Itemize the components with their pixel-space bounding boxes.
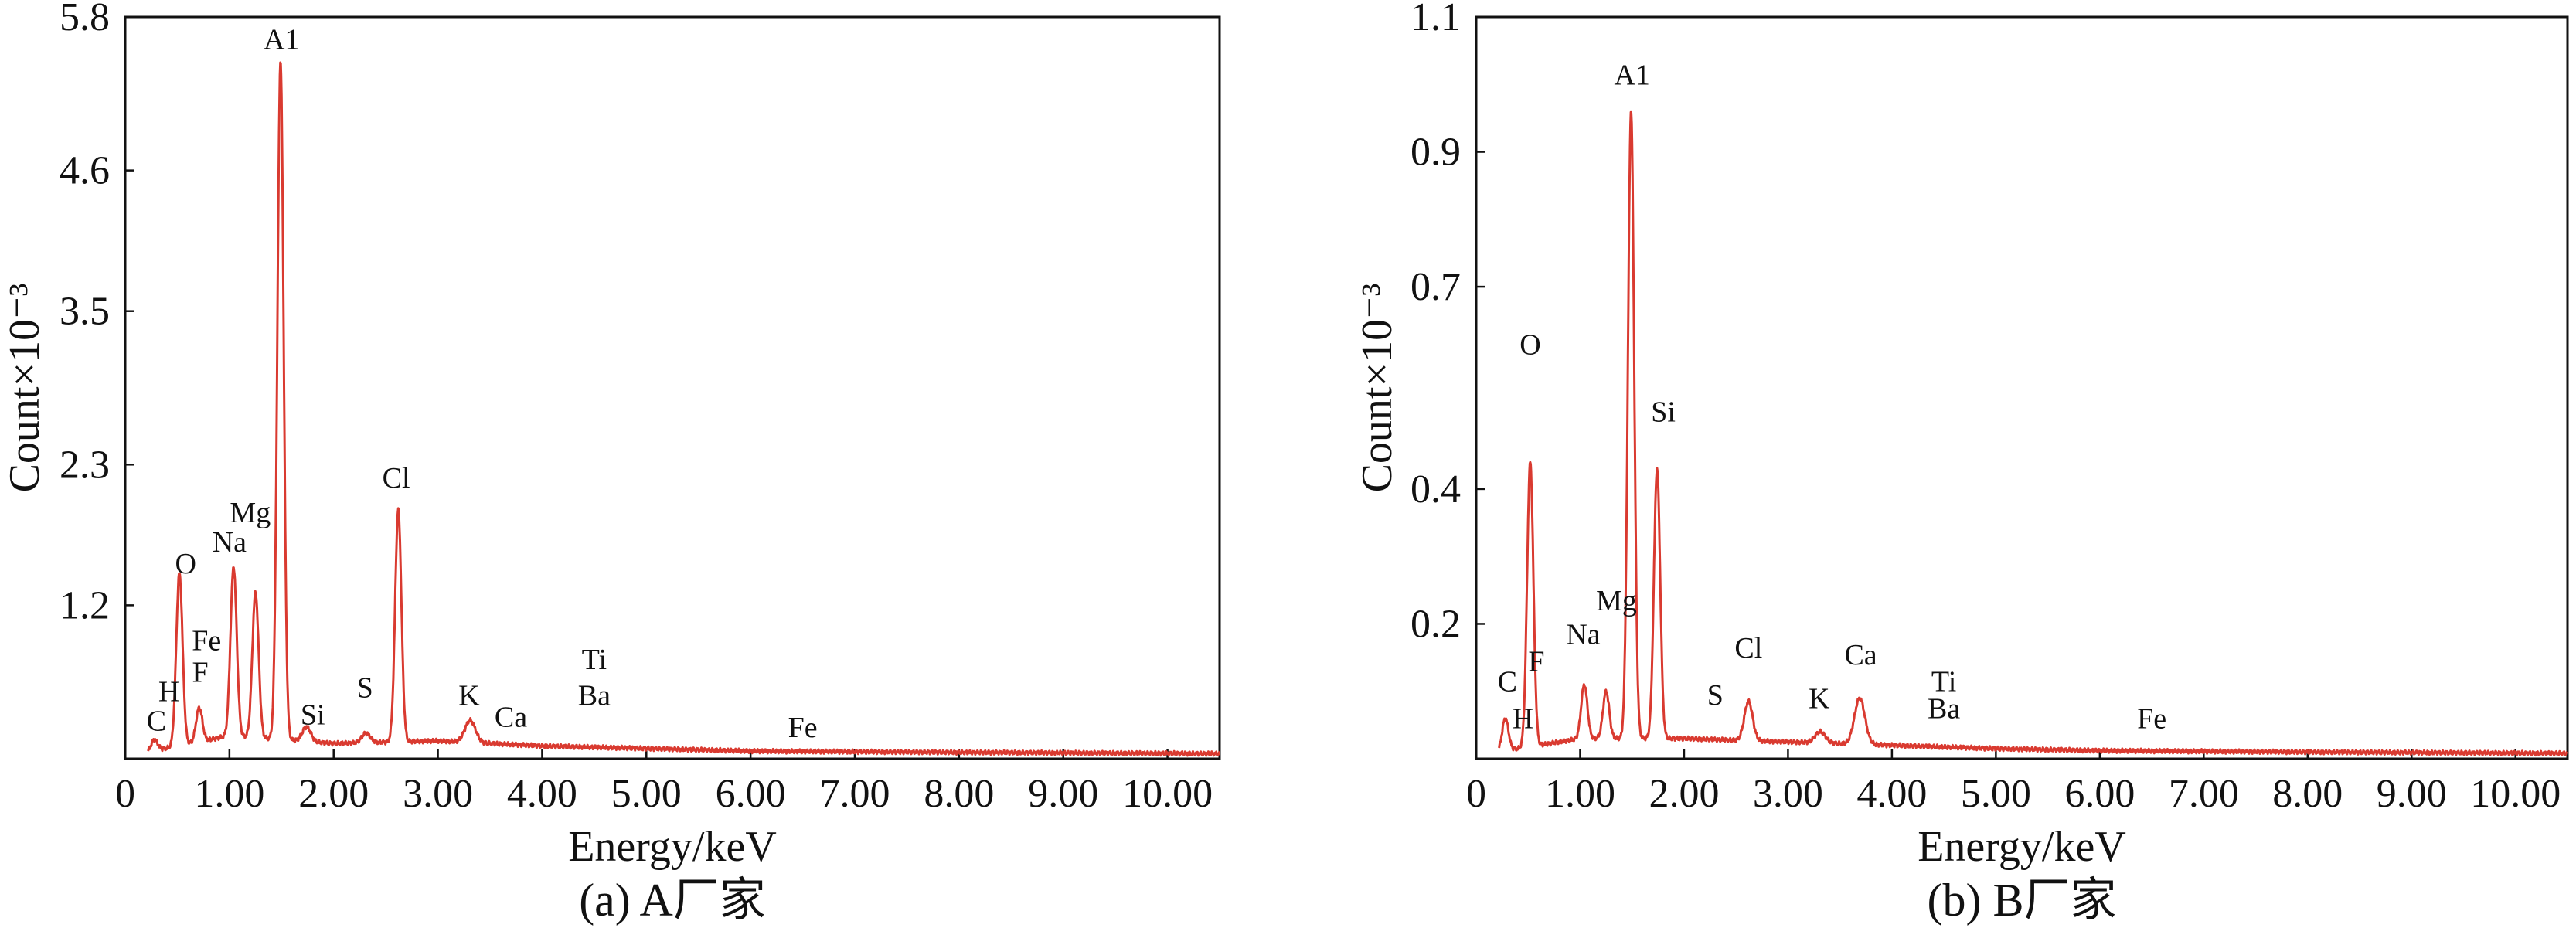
x-tick-label: 2.00 [1649, 772, 1719, 816]
y-tick-label: 1.1 [1411, 0, 1461, 39]
x-tick-label: 0 [1466, 772, 1486, 816]
x-tick-label: 0 [115, 772, 135, 816]
x-tick-label: 1.00 [1545, 772, 1615, 816]
peak-label-o: O [175, 548, 196, 580]
spectrum-panel-b: 0 1.00 2.00 3.00 4.00 5.00 6.00 7.00 8.00 9.00 10.… [1353, 0, 2569, 926]
x-tick-label: 6.00 [716, 772, 786, 816]
y-tick-label: 3.5 [60, 290, 110, 334]
peak-label-a1: A1 [1614, 59, 1649, 91]
peak-label-f: F [1528, 646, 1544, 678]
peak-label-f: F [192, 657, 209, 689]
y-tick-label: 1.2 [60, 583, 110, 627]
peak-label-k: K [1809, 683, 1830, 715]
peak-label-ti: Ti [582, 644, 607, 676]
peak-label-na: Na [213, 526, 247, 559]
x-axis-title: Energy/keV [568, 823, 777, 871]
panel-caption: (b) B厂家 [1928, 875, 2117, 926]
peak-label-s: S [357, 672, 373, 705]
x-tick-label: 10.00 [2470, 772, 2561, 816]
x-tick-label: 7.00 [2169, 772, 2239, 816]
peak-label-o: O [1519, 328, 1540, 361]
y-tick-label: 2.3 [60, 443, 110, 487]
y-axis-title: Count×10⁻³ [1, 284, 49, 493]
x-tick-label: 9.00 [1028, 772, 1098, 816]
panel-caption: (a) A厂家 [579, 875, 766, 926]
x-tick-label: 7.00 [820, 772, 890, 816]
x-axis-title: Energy/keV [1918, 823, 2126, 871]
plot-frame [124, 15, 1221, 760]
x-tick-label: 9.00 [2377, 772, 2447, 816]
peak-label-h: H [158, 676, 179, 709]
peak-label-s: S [1707, 679, 1724, 712]
peak-label-ba: Ba [578, 679, 611, 712]
peak-label-na: Na [1566, 619, 1600, 651]
x-tick-label: 4.00 [1856, 772, 1927, 816]
peak-label-ti: Ti [1931, 666, 1956, 698]
peak-label-cl: Cl [383, 462, 410, 494]
peak-label-k: K [458, 679, 480, 712]
peak-label-si: Si [301, 698, 325, 731]
y-axis-title: Count×10⁻³ [1353, 284, 1401, 493]
x-tick-label: 8.00 [2272, 772, 2343, 816]
x-tick-label: 6.00 [2064, 772, 2135, 816]
x-tick-label: 8.00 [924, 772, 994, 816]
peak-label-h: H [1513, 703, 1533, 736]
y-tick-label: 5.8 [60, 0, 110, 39]
y-tick-label: 0.4 [1411, 467, 1461, 511]
x-tick-label: 2.00 [298, 772, 369, 816]
x-tick-label: 3.00 [1753, 772, 1823, 816]
x-tick-label: 10.00 [1122, 772, 1213, 816]
peak-label-a1: A1 [264, 23, 299, 56]
y-tick-label: 4.6 [60, 149, 110, 193]
x-tick-label: 4.00 [507, 772, 577, 816]
y-tick-label: 0.7 [1411, 265, 1461, 309]
spectrum-line [1498, 110, 2568, 757]
plot-frame [1475, 15, 2569, 760]
y-tick-label: 0.9 [1411, 131, 1461, 175]
peak-label-cl: Cl [1734, 632, 1762, 664]
x-tick-label: 5.00 [611, 772, 682, 816]
spectrum-line [147, 61, 1220, 757]
peak-label-mg: Mg [230, 497, 271, 529]
y-tick-label: 0.2 [1411, 602, 1461, 646]
x-tick-label: 5.00 [1961, 772, 2031, 816]
peak-label-ca: Ca [1844, 639, 1877, 671]
peak-label-c: C [1498, 666, 1517, 698]
peak-label-c: C [147, 705, 166, 738]
peak-label-ba: Ba [1928, 693, 1960, 726]
peak-label-ca: Ca [495, 702, 527, 734]
spectrum-panel-a: 0 1.00 2.00 3.00 4.00 5.00 6.00 7.00 8.00 9.00 10.… [1, 0, 1221, 926]
peak-label-mg: Mg [1596, 585, 1637, 617]
peak-label-fe: Fe [2137, 703, 2166, 736]
x-tick-label: 1.00 [194, 772, 264, 816]
peak-label-si: Si [1651, 396, 1676, 429]
peak-label-fe: Fe [788, 712, 818, 744]
x-tick-label: 3.00 [403, 772, 473, 816]
peak-label-fe: Fe [192, 624, 221, 657]
